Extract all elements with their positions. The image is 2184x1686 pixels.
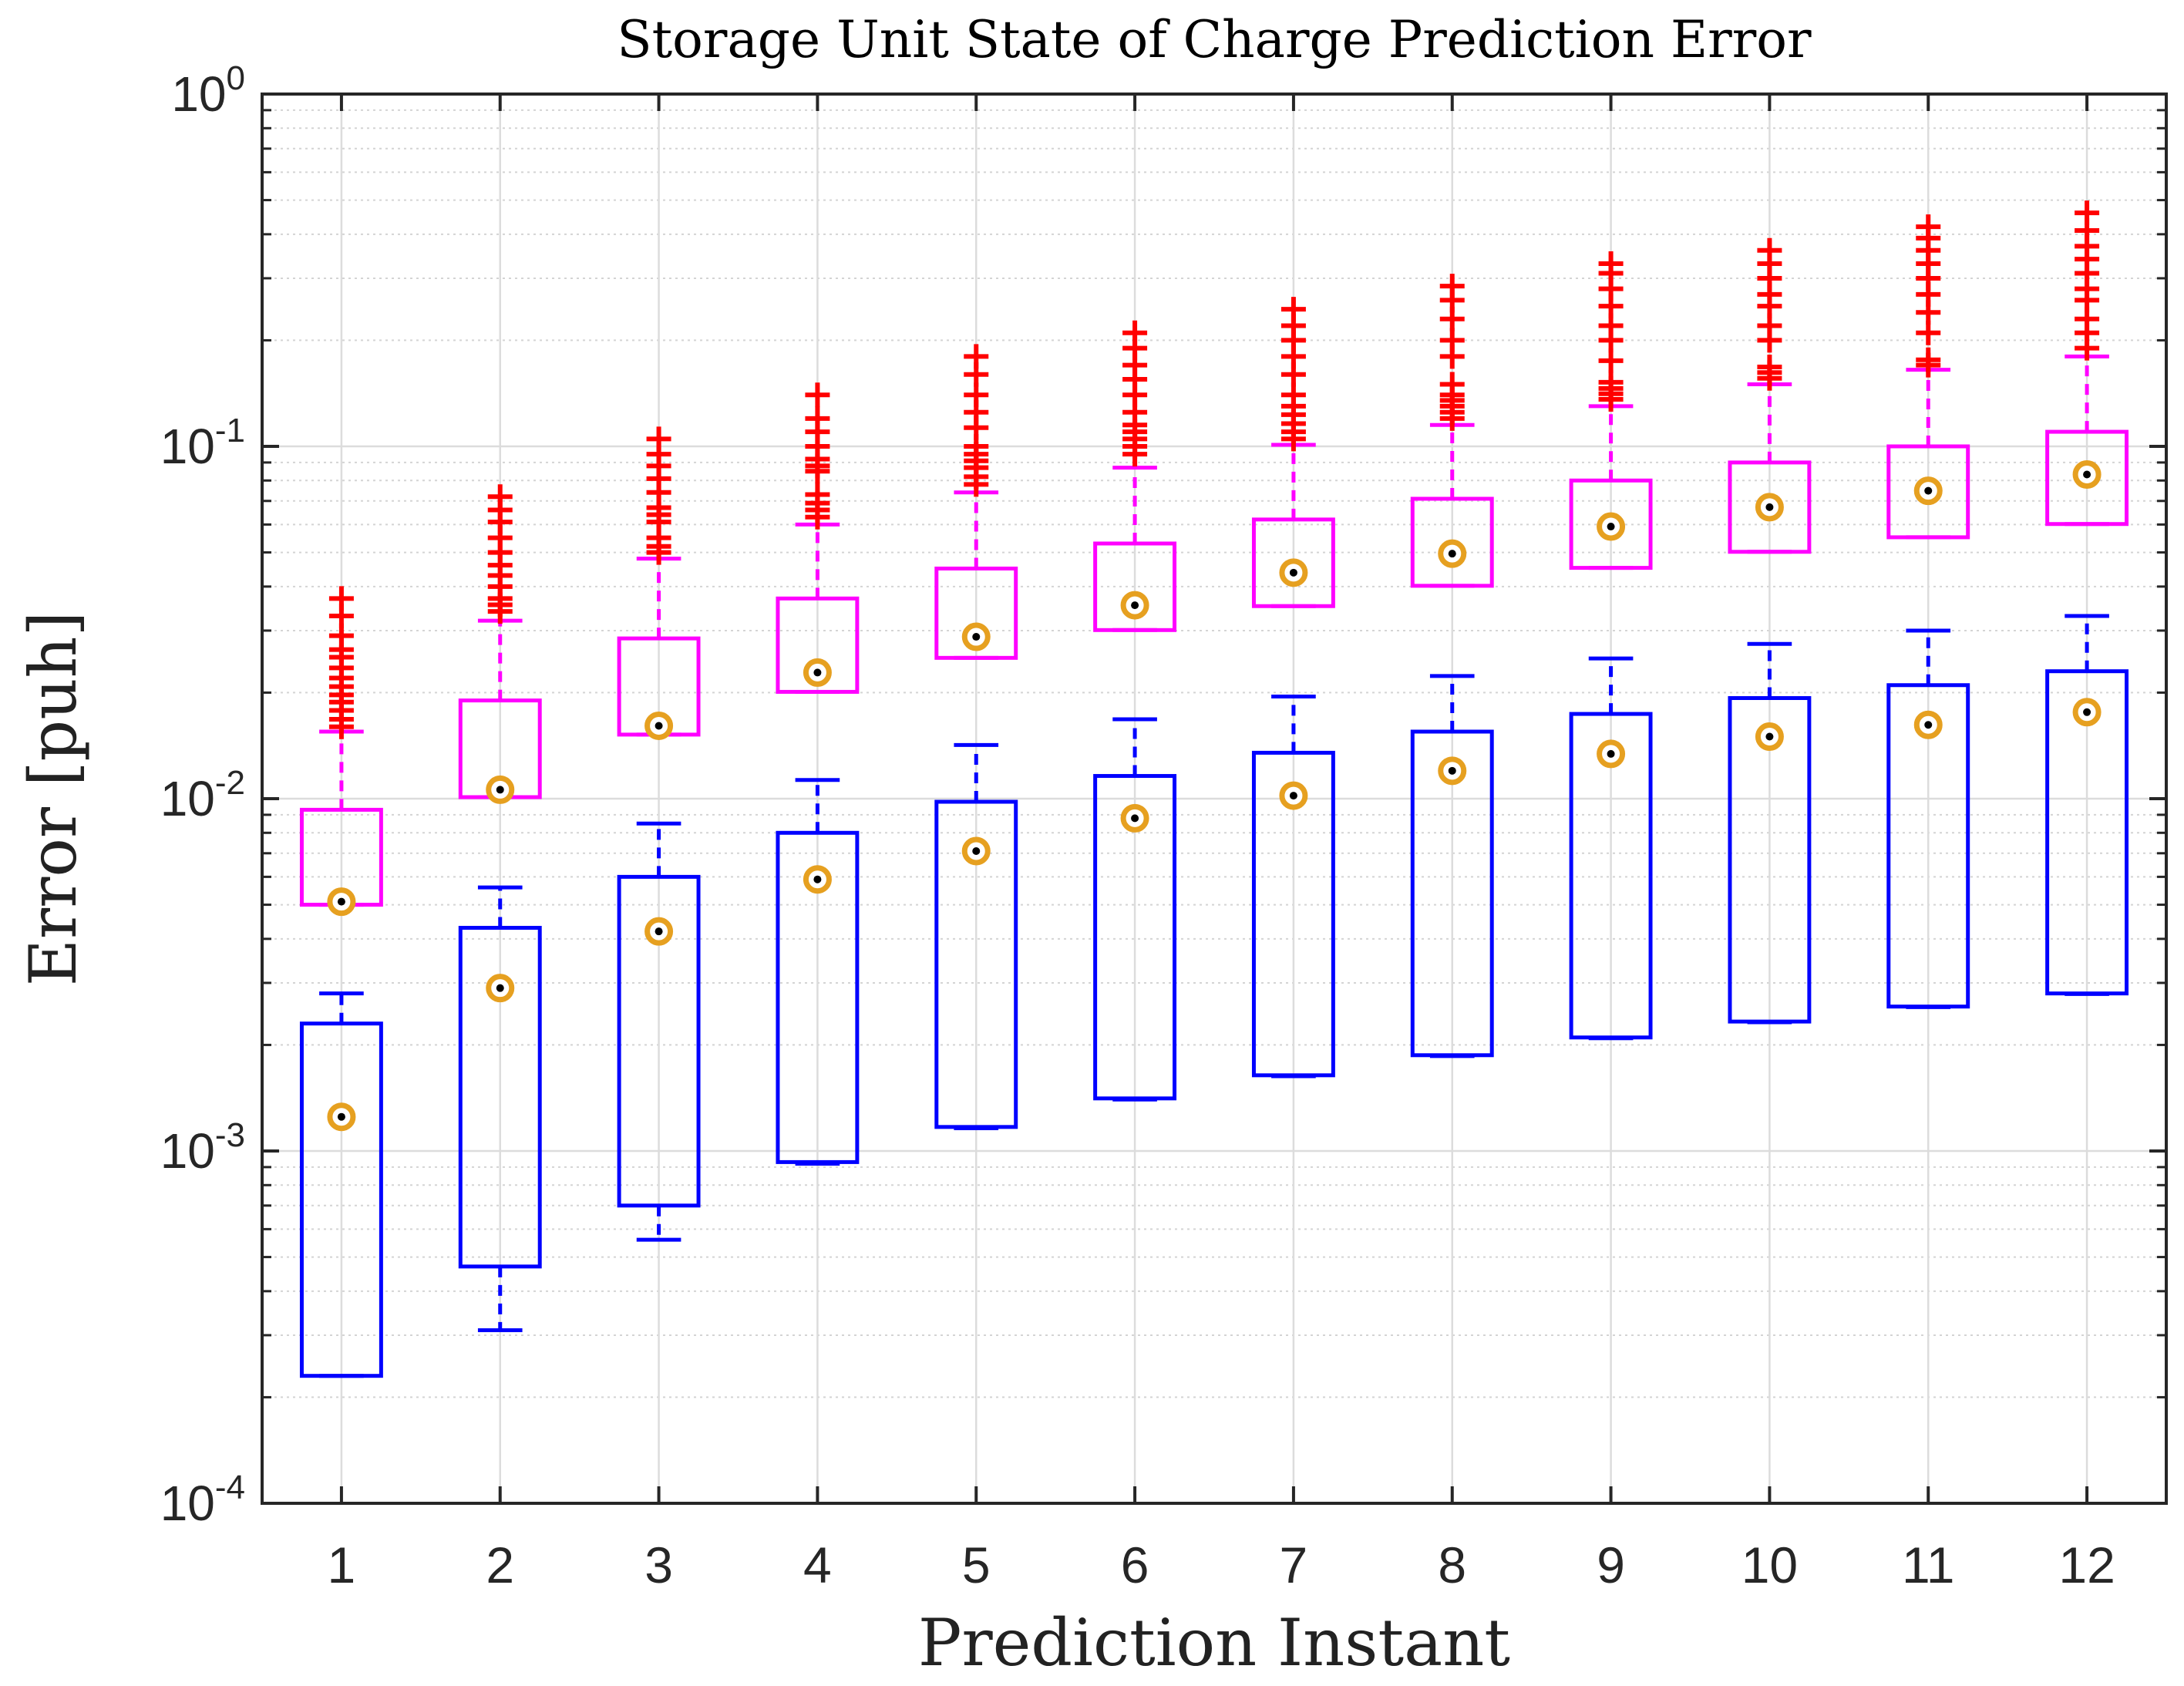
- outlier-marker: [487, 484, 513, 510]
- outlier-marker: [2075, 200, 2100, 226]
- x-tick-label: 12: [2058, 1536, 2115, 1593]
- outlier-marker: [1598, 251, 1624, 277]
- outlier-marker: [1916, 347, 1941, 372]
- box-iqr: [1569, 478, 1653, 570]
- outlier-marker: [1916, 214, 1941, 240]
- x-tick-label: 2: [486, 1536, 514, 1593]
- y-tick-label: 10-3: [160, 1116, 245, 1179]
- y-tick-label: 10-4: [160, 1469, 245, 1531]
- outlier-marker: [1757, 237, 1782, 263]
- box-iqr: [1093, 541, 1177, 632]
- box-iqr: [1251, 750, 1335, 1078]
- mean-dot: [2083, 470, 2091, 479]
- box-iqr: [1728, 460, 1812, 554]
- y-tick-label: 100: [171, 59, 245, 122]
- box-iqr: [2045, 669, 2129, 996]
- chart-title: Storage Unit State of Charge Prediction …: [617, 10, 1812, 69]
- x-tick-label: 7: [1280, 1536, 1308, 1593]
- box-iqr: [1093, 774, 1177, 1101]
- mean-dot: [1924, 486, 1933, 495]
- outlier-marker: [1439, 372, 1465, 397]
- box-iqr: [1569, 712, 1653, 1040]
- outlier-marker: [646, 426, 671, 452]
- box-iqr: [2045, 429, 2129, 527]
- mean-dot: [655, 927, 663, 936]
- mean-dot: [1131, 814, 1139, 823]
- outlier-marker: [1439, 328, 1465, 353]
- box-iqr: [776, 830, 860, 1164]
- outlier-marker: [805, 406, 830, 431]
- box-iqr: [458, 926, 542, 1269]
- outlier-marker: [805, 482, 830, 507]
- x-axis-label: Prediction Instant: [918, 1605, 1510, 1681]
- x-tick-label: 8: [1438, 1536, 1466, 1593]
- x-tick-label: 1: [328, 1536, 356, 1593]
- outliers: [328, 200, 2100, 739]
- box-iqr: [617, 874, 701, 1208]
- mean-dot: [1924, 721, 1933, 729]
- outlier-marker: [964, 344, 989, 369]
- y-tick-label: 10-2: [160, 764, 245, 826]
- mean-dot: [1131, 601, 1139, 610]
- x-tick-label: 6: [1121, 1536, 1149, 1593]
- outlier-marker: [1122, 320, 1148, 345]
- mean-dot: [1289, 568, 1297, 577]
- mean-dot: [813, 668, 822, 677]
- box-iqr: [1251, 517, 1335, 608]
- outlier-marker: [805, 382, 830, 408]
- outlier-marker: [1280, 297, 1306, 322]
- y-axis-label: Error [puh]: [15, 611, 91, 987]
- outlier-marker: [328, 586, 354, 611]
- box-iqr: [299, 1021, 383, 1378]
- x-tick-label: 3: [644, 1536, 673, 1593]
- x-tick-label: 5: [962, 1536, 991, 1593]
- mean-dot: [1289, 792, 1297, 800]
- box-iqr: [934, 799, 1018, 1129]
- mean-dot: [972, 846, 981, 855]
- box-iqr: [934, 566, 1018, 660]
- mean-dot: [813, 875, 822, 883]
- box-iqr: [1886, 444, 1970, 540]
- box-iqr: [1410, 496, 1494, 588]
- y-tick-label: 10-1: [160, 412, 245, 474]
- box-iqr: [1728, 696, 1812, 1024]
- mean-dot: [496, 786, 504, 794]
- mean-dot: [1765, 732, 1774, 741]
- mean-dot: [1607, 749, 1615, 758]
- boxes: [299, 354, 2129, 1378]
- x-tick-label: 11: [1902, 1536, 1955, 1593]
- box-iqr: [776, 596, 860, 694]
- x-tick-label: 10: [1741, 1536, 1798, 1593]
- outlier-marker: [1757, 355, 1782, 380]
- mean-dot: [1765, 503, 1774, 511]
- mean-dot: [2083, 708, 2091, 716]
- x-tick-label: 9: [1597, 1536, 1625, 1593]
- mean-dot: [337, 1112, 345, 1121]
- outlier-marker: [1439, 274, 1465, 299]
- outlier-marker: [1598, 369, 1624, 395]
- box-iqr: [1410, 729, 1494, 1058]
- mean-dot: [1448, 550, 1456, 558]
- mean-dot: [655, 722, 663, 730]
- x-tick-label: 4: [803, 1536, 832, 1593]
- mean-dot: [1607, 523, 1615, 531]
- mean-dot: [496, 984, 504, 992]
- mean-dot: [1448, 766, 1456, 775]
- mean-markers: [327, 460, 2102, 1132]
- mean-dot: [337, 897, 345, 906]
- mean-dot: [972, 633, 981, 641]
- box-iqr: [1886, 683, 1970, 1009]
